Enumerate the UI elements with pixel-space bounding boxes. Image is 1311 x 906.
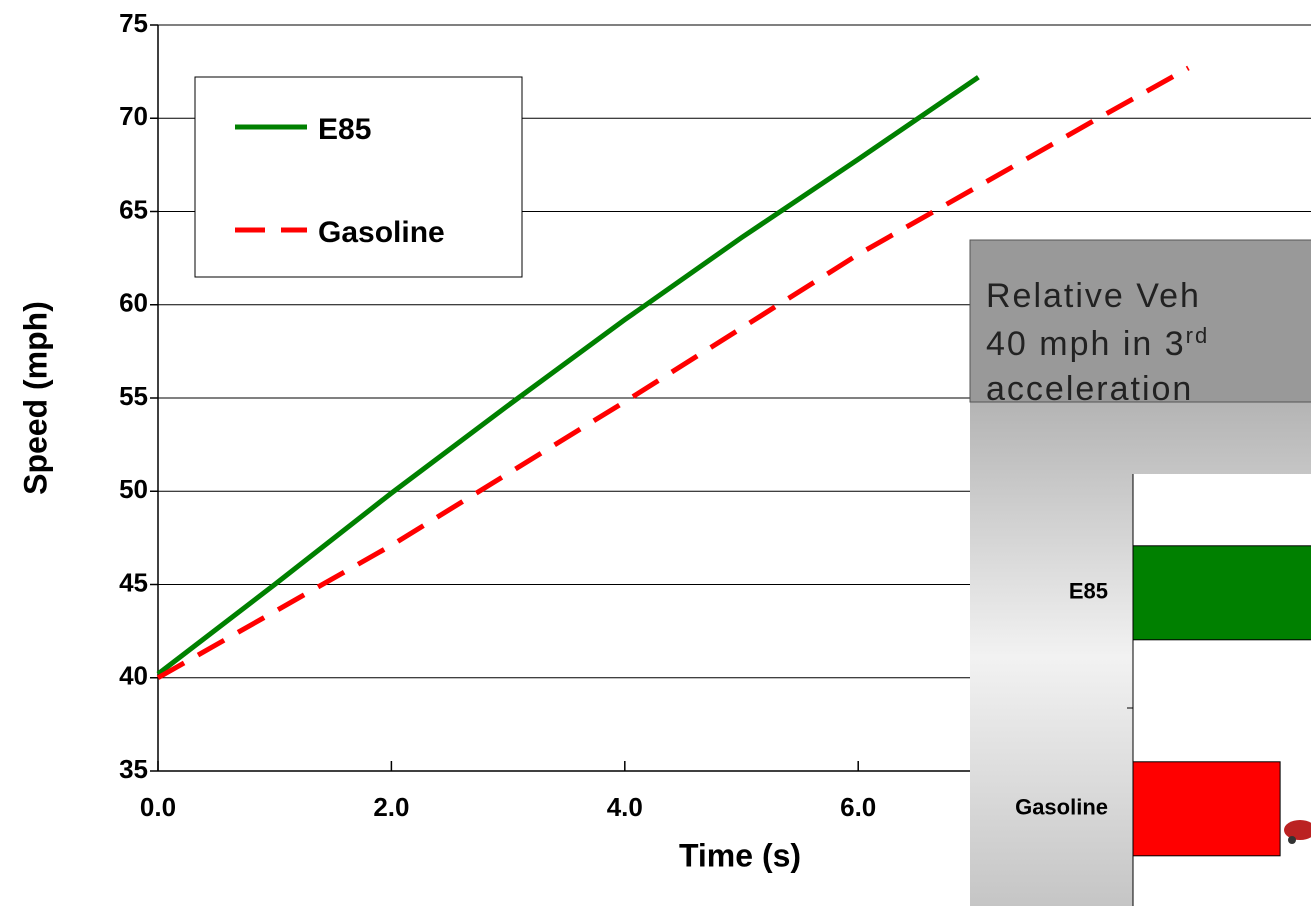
- inset-title-box: [969, 239, 1311, 403]
- car-icon: [1284, 820, 1311, 844]
- legend-label: E85: [318, 113, 371, 146]
- y-tick-label: 50: [119, 474, 148, 504]
- y-tick-label: 60: [119, 288, 148, 318]
- inset-title-text: 40 mph in 3: [986, 325, 1186, 363]
- bar: [1132, 761, 1281, 857]
- legend-box: [194, 76, 523, 278]
- x-axis-title: Time (s): [679, 837, 801, 873]
- series-line: [156, 65, 1190, 680]
- legend: E85 Gasoline: [235, 113, 445, 249]
- y-tick-label: 45: [119, 567, 148, 597]
- x-tick-label: 0.0: [140, 792, 176, 822]
- inset-title: acceleration: [986, 370, 1193, 408]
- y-tick-label: 35: [119, 754, 148, 784]
- bar: [1132, 545, 1311, 641]
- y-tick-label: 55: [119, 381, 148, 411]
- inset-title-superscript: rd: [1186, 323, 1210, 348]
- car-wheel: [1288, 836, 1296, 844]
- legend-label: Gasoline: [318, 216, 445, 249]
- y-tick-label: 40: [119, 661, 148, 691]
- category-label: E85: [1069, 579, 1108, 604]
- inset-chart: Relative Veh 40 mph in 3rd acceleration …: [969, 239, 1311, 906]
- y-tick-label: 70: [119, 101, 148, 131]
- series-line: [156, 75, 980, 677]
- category-label: Gasoline: [1015, 795, 1108, 820]
- inset-title: 40 mph in 3rd: [986, 323, 1209, 363]
- y-tick-label: 65: [119, 194, 148, 224]
- y-axis-title: Speed (mph): [17, 301, 53, 495]
- inset-title: Relative Veh: [986, 277, 1201, 315]
- car-body: [1284, 820, 1311, 840]
- y-tick-label: 75: [119, 8, 148, 38]
- x-tick-label: 6.0: [840, 792, 876, 822]
- x-tick-label: 4.0: [607, 792, 643, 822]
- x-tick-label: 2.0: [373, 792, 409, 822]
- main-chart: 35 40 45 50 55 60 65 70 75 0.0 2.0 4.0 6.0: [119, 8, 1311, 822]
